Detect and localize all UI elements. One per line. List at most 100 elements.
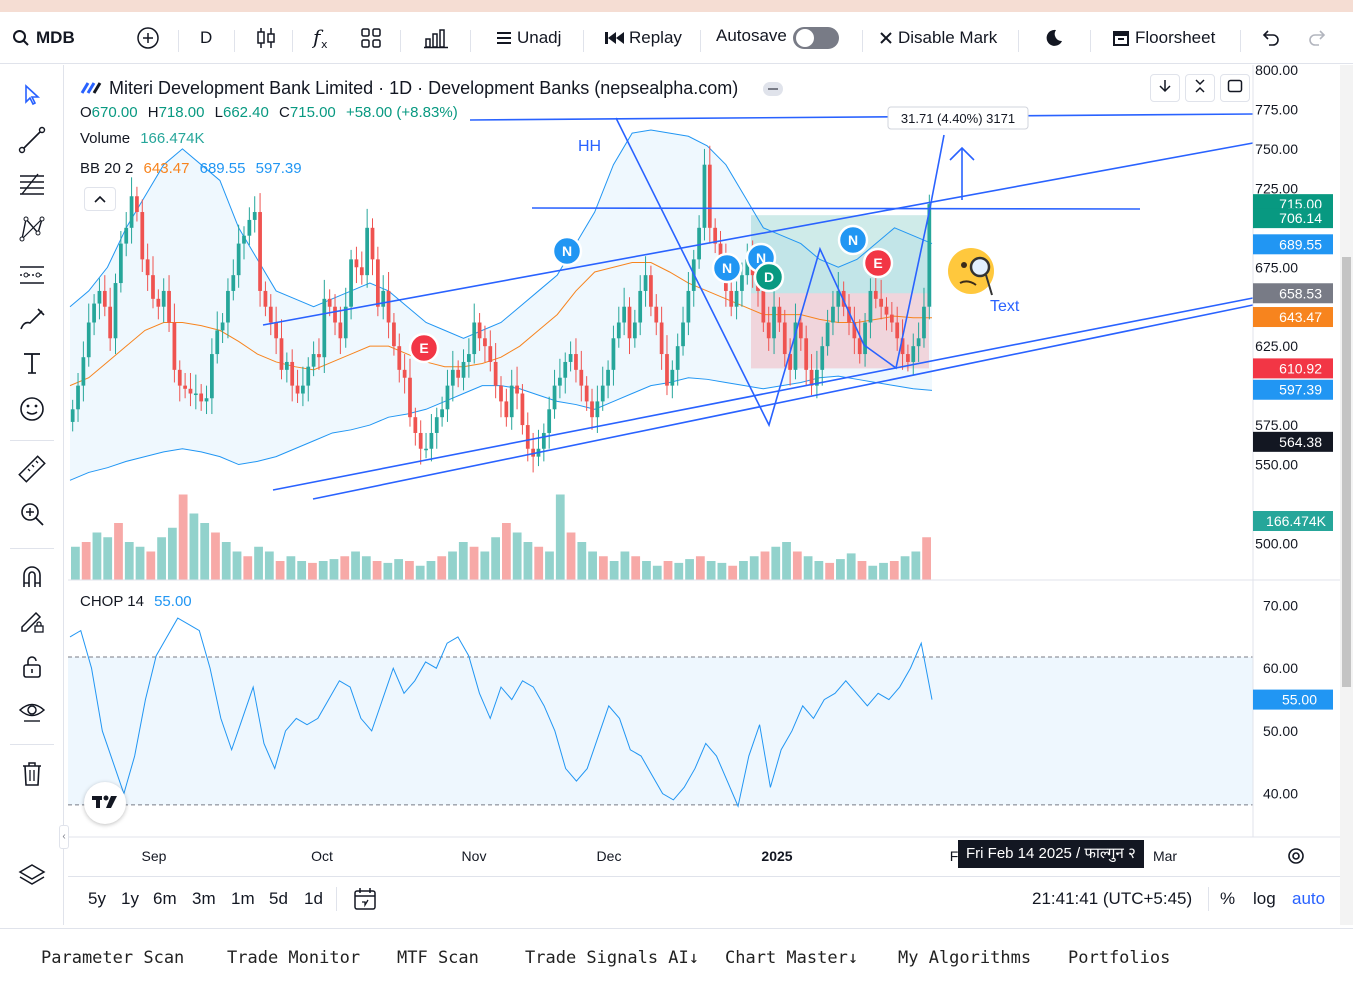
brush-tool[interactable] [16,305,48,337]
candle-body [873,290,878,299]
range-1y[interactable]: 1y [121,889,139,908]
pattern-tool[interactable] [16,215,48,247]
channel-upper-line [262,142,1254,326]
chevron-up-icon [94,190,106,208]
candle [370,218,375,276]
goto-date-button[interactable] [352,886,378,917]
disable-mark-button[interactable]: Disable Mark [879,24,997,52]
page-scrollbar-track[interactable] [1340,65,1353,925]
hide-drawings-tool[interactable] [16,697,48,729]
tab-parameter-scan[interactable]: Parameter Scan [41,948,185,968]
range-3m[interactable]: 3m [192,889,216,908]
volume-bar [685,559,694,580]
range-1d[interactable]: 1d [304,889,323,908]
dark-mode-button[interactable] [1045,24,1063,52]
candle [204,385,209,415]
text-tool[interactable] [16,349,48,381]
chop-legend[interactable]: CHOP 14 55.00 [80,593,192,610]
autosave-toggle[interactable] [792,24,840,52]
candle [327,289,332,317]
tab-trade-signals-ai[interactable]: Trade Signals AI↓ [525,948,699,968]
chart-settings-button[interactable] [1286,846,1306,871]
remove-drawings-tool[interactable] [16,760,48,792]
percent-scale-toggle[interactable]: % [1220,889,1236,908]
candle-body [697,227,701,260]
candle-body [504,401,509,418]
candle-body [81,357,86,386]
tab-mtf-scan[interactable]: MTF Scan [397,948,479,968]
candle [215,311,220,364]
pane-collapse-button[interactable] [1185,74,1215,102]
range-1m[interactable]: 1m [231,889,255,908]
candle [252,196,257,233]
candle-body [638,290,643,323]
log-scale-toggle[interactable]: log [1253,889,1276,908]
volume-bar [157,537,166,580]
tools-divider [10,548,54,549]
clock-display[interactable]: 21:41:41 (UTC+5:45) [1032,889,1193,908]
volume-legend[interactable]: Volume 166.474K [80,130,204,147]
zoom-tool[interactable] [16,500,48,532]
chart-type-button[interactable] [255,24,277,52]
candle-body [825,322,830,347]
object-tree-button[interactable] [16,862,48,894]
price-badge-bg [1253,208,1333,229]
unadj-button[interactable]: Unadj [495,24,561,52]
tradingview-logo[interactable] [84,782,126,824]
volume-bar [825,562,835,580]
emoji-tool[interactable] [16,395,48,427]
legend-toggle-button[interactable] [84,187,116,211]
tab-trade-monitor[interactable]: Trade Monitor [227,948,361,968]
financials-button[interactable] [424,24,448,52]
candle [659,306,664,370]
candle-body [906,354,910,362]
redo-button[interactable] [1308,24,1328,52]
range-5d[interactable]: 5d [269,889,288,908]
signal-marker-label: N [722,260,732,276]
candle [338,306,343,355]
bb-basis-line [69,262,932,387]
candle-body [445,385,450,410]
page-scrollbar-thumb[interactable] [1342,257,1351,687]
candle-body [124,227,129,244]
stay-drawing-tool[interactable] [16,607,48,639]
candle [772,287,776,355]
pane-move-down-button[interactable] [1150,74,1180,102]
range-6m[interactable]: 6m [153,889,177,908]
tab-my-algorithms[interactable]: My Algorithms [898,948,1032,968]
candle [541,423,546,462]
replay-button[interactable]: Replay [604,24,682,52]
range-5y[interactable]: 5y [88,889,106,908]
measure-tool[interactable] [16,454,48,487]
undo-button[interactable] [1260,24,1280,52]
magnet-tool[interactable] [16,562,48,594]
candle [820,336,825,386]
lock-drawings-tool[interactable] [16,653,48,685]
tab-chart-master[interactable]: Chart Master↓ [725,948,859,968]
toolbar-collapse-handle[interactable]: ‹ [59,825,69,849]
symbol-search-button[interactable]: MDB [12,24,75,52]
pane-maximize-button[interactable] [1220,74,1250,102]
candle-body [177,369,182,386]
templates-button[interactable] [360,24,382,52]
auto-scale-toggle[interactable]: auto [1292,889,1326,908]
interval-button[interactable]: D [200,24,212,52]
trend-line-tool[interactable] [16,126,48,158]
prediction-tool[interactable] [16,261,48,293]
candle-body [649,275,653,307]
candle [584,376,589,411]
compare-symbol-button[interactable] [136,24,160,52]
legend-collapse-icon[interactable] [763,82,784,97]
floorsheet-button[interactable]: Floorsheet [1112,24,1215,52]
cursor-tool[interactable] [16,81,48,113]
volume-bar [900,556,910,580]
bb-legend[interactable]: BB 20 2 643.47 689.55 597.39 [80,160,302,177]
candle [113,273,118,355]
candle-body [183,385,187,389]
fib-tool[interactable] [16,170,48,202]
tab-portfolios[interactable]: Portfolios [1068,948,1171,968]
